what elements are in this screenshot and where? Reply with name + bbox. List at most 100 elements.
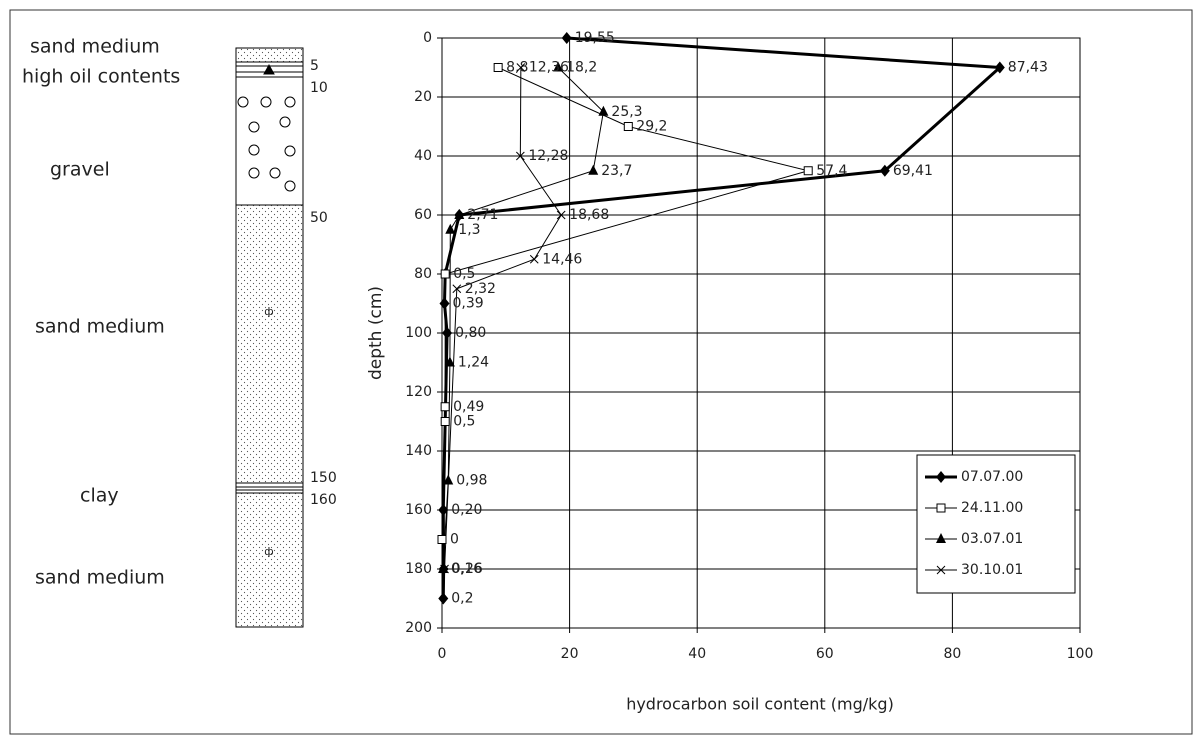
triangle bbox=[445, 223, 456, 234]
triangle bbox=[598, 105, 609, 116]
data-label: 0,98 bbox=[456, 473, 487, 489]
y-tick-label: 20 bbox=[414, 89, 432, 105]
legend-label: 07.07.00 bbox=[961, 469, 1023, 485]
x-tick-label: 60 bbox=[816, 646, 834, 662]
triangle bbox=[588, 164, 599, 175]
diamond bbox=[438, 504, 449, 516]
cross bbox=[556, 210, 566, 220]
data-label: 23,7 bbox=[601, 163, 632, 179]
legend-label: 30.10.01 bbox=[961, 562, 1023, 578]
data-label: 0,20 bbox=[451, 502, 482, 518]
series-line bbox=[444, 67, 562, 570]
layer-label: high oil contents bbox=[22, 66, 180, 88]
marker bbox=[623, 122, 633, 131]
y-tick-label: 180 bbox=[405, 561, 432, 577]
marker bbox=[556, 210, 566, 220]
triangle bbox=[444, 356, 455, 367]
soil-column: ф ф bbox=[235, 47, 304, 628]
depth-mark: 50 bbox=[310, 210, 328, 226]
y-axis-label: depth (cm) bbox=[366, 286, 386, 380]
x-tick-label: 40 bbox=[688, 646, 706, 662]
marker bbox=[588, 164, 599, 175]
x-tick-label: 80 bbox=[943, 646, 961, 662]
cross bbox=[452, 284, 462, 294]
marker bbox=[598, 105, 609, 116]
y-tick-label: 60 bbox=[414, 207, 432, 223]
data-label: 0,2 bbox=[451, 591, 473, 607]
layer-label: sand medium bbox=[30, 36, 160, 58]
cross bbox=[936, 565, 946, 575]
data-label: 18,2 bbox=[566, 60, 597, 76]
diamond bbox=[439, 297, 450, 310]
cross bbox=[529, 254, 539, 264]
data-label: 1,3 bbox=[458, 222, 480, 238]
y-tick-label: 200 bbox=[405, 620, 432, 636]
depth-mark: 5 bbox=[310, 58, 319, 74]
square bbox=[437, 535, 447, 544]
marker bbox=[438, 592, 449, 605]
marker bbox=[443, 474, 454, 485]
marker bbox=[516, 63, 526, 72]
marker bbox=[439, 297, 450, 310]
marker bbox=[803, 166, 813, 176]
cross bbox=[516, 63, 526, 72]
depth-mark: 10 bbox=[310, 80, 328, 96]
x-tick-label: 20 bbox=[561, 646, 579, 662]
data-label: 0,39 bbox=[452, 296, 483, 312]
marker bbox=[529, 254, 539, 264]
marker bbox=[438, 504, 449, 516]
layer-label: clay bbox=[80, 485, 119, 507]
data-label: 2,71 bbox=[467, 207, 498, 223]
data-label: 69,41 bbox=[893, 163, 933, 179]
layer-label: gravel bbox=[50, 159, 110, 181]
marker bbox=[879, 164, 890, 177]
marker bbox=[440, 402, 450, 412]
data-label: 19,55 bbox=[575, 30, 615, 46]
marker bbox=[440, 269, 450, 279]
data-label: 0 bbox=[450, 532, 459, 548]
marker bbox=[553, 61, 564, 72]
x-tick-label: 100 bbox=[1067, 646, 1094, 662]
series-line bbox=[442, 67, 604, 570]
data-label: 87,43 bbox=[1008, 60, 1048, 76]
marker bbox=[936, 471, 946, 483]
marker bbox=[454, 209, 465, 219]
depth-mark: 150 bbox=[310, 470, 337, 486]
triangle bbox=[443, 474, 454, 485]
data-label: 57,4 bbox=[816, 163, 847, 179]
y-tick-label: 140 bbox=[405, 443, 432, 459]
data-label: 2,32 bbox=[465, 281, 496, 297]
y-tick-label: 120 bbox=[405, 384, 432, 400]
square bbox=[623, 122, 633, 131]
y-tick-label: 0 bbox=[423, 30, 432, 46]
data-label: 14,46 bbox=[542, 251, 582, 267]
square bbox=[440, 417, 450, 426]
diamond bbox=[561, 32, 572, 44]
marker bbox=[515, 151, 525, 161]
data-label: 18,68 bbox=[569, 207, 609, 223]
square bbox=[493, 63, 503, 72]
marker bbox=[493, 63, 503, 72]
diamond bbox=[438, 592, 449, 605]
marker bbox=[440, 564, 449, 574]
marker bbox=[442, 327, 453, 339]
square bbox=[803, 166, 813, 176]
data-label: 0,5 bbox=[453, 266, 475, 282]
cross bbox=[440, 564, 449, 574]
data-label: 0,16 bbox=[451, 561, 482, 577]
square bbox=[936, 503, 946, 513]
data-label: 0,26 bbox=[452, 561, 483, 577]
data-label: 12,28 bbox=[528, 148, 568, 164]
legend-label: 24.11.00 bbox=[961, 500, 1023, 516]
marker bbox=[561, 32, 572, 44]
marker bbox=[444, 356, 455, 367]
marker bbox=[936, 503, 946, 513]
svg-text:ф: ф bbox=[264, 305, 273, 318]
layer-label: sand medium bbox=[35, 316, 165, 338]
square bbox=[440, 402, 450, 412]
y-tick-label: 40 bbox=[414, 148, 432, 164]
x-tick-label: 0 bbox=[438, 646, 447, 662]
triangle bbox=[553, 61, 564, 72]
data-label: 8,8 bbox=[506, 60, 528, 76]
